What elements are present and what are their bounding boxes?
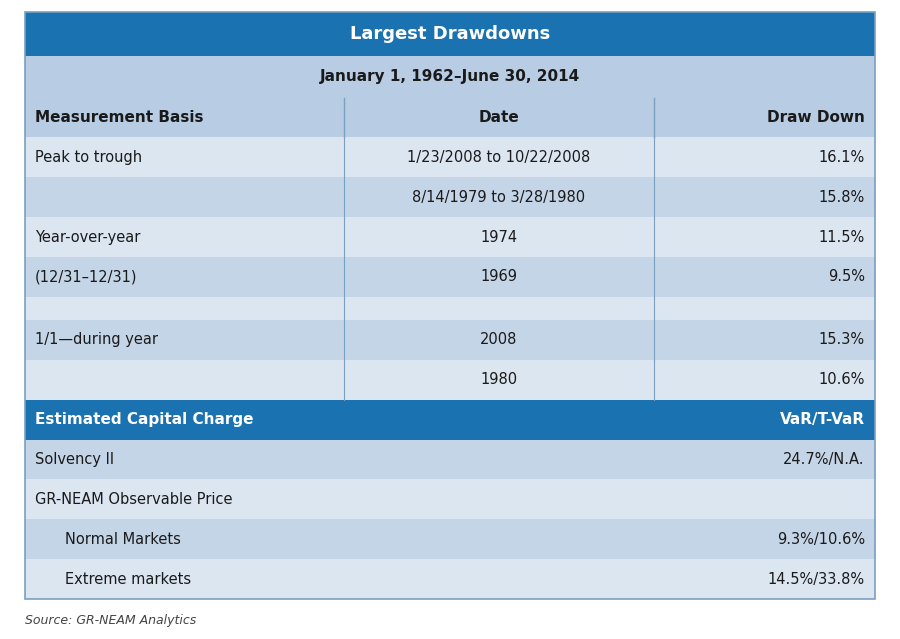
Text: Source: GR-NEAM Analytics: Source: GR-NEAM Analytics: [25, 613, 196, 626]
Bar: [25, 217, 344, 257]
Text: Measurement Basis: Measurement Basis: [35, 110, 203, 125]
Bar: [25, 559, 875, 599]
Text: (12/31–12/31): (12/31–12/31): [35, 270, 138, 284]
Bar: [654, 98, 875, 137]
Bar: [344, 360, 654, 399]
Bar: [25, 479, 875, 520]
Bar: [25, 399, 875, 440]
Text: 1969: 1969: [481, 270, 518, 284]
Text: GR-NEAM Observable Price: GR-NEAM Observable Price: [35, 492, 233, 507]
Text: 10.6%: 10.6%: [818, 373, 865, 387]
Text: 9.5%: 9.5%: [828, 270, 865, 284]
Text: Peak to trough: Peak to trough: [35, 150, 142, 165]
Text: 8/14/1979 to 3/28/1980: 8/14/1979 to 3/28/1980: [412, 190, 585, 204]
Bar: [25, 360, 344, 399]
Text: Draw Down: Draw Down: [767, 110, 865, 125]
Bar: [344, 98, 654, 137]
Text: 14.5%/33.8%: 14.5%/33.8%: [768, 571, 865, 587]
Bar: [654, 257, 875, 297]
Text: VaR/T-VaR: VaR/T-VaR: [779, 412, 865, 427]
Bar: [25, 137, 344, 177]
Text: 24.7%/N.A.: 24.7%/N.A.: [783, 452, 865, 467]
Text: Extreme markets: Extreme markets: [65, 571, 192, 587]
Text: Year-over-year: Year-over-year: [35, 229, 140, 245]
Bar: [344, 320, 654, 360]
Bar: [654, 137, 875, 177]
Bar: [25, 440, 875, 479]
Text: Solvency II: Solvency II: [35, 452, 114, 467]
Text: 11.5%: 11.5%: [819, 229, 865, 245]
Text: 15.8%: 15.8%: [819, 190, 865, 204]
Bar: [654, 177, 875, 217]
Text: Date: Date: [479, 110, 519, 125]
Bar: [25, 177, 344, 217]
Bar: [654, 360, 875, 399]
Bar: [25, 56, 875, 98]
Bar: [344, 137, 654, 177]
Bar: [344, 217, 654, 257]
Text: 2008: 2008: [481, 332, 518, 348]
Bar: [25, 257, 344, 297]
Text: 16.1%: 16.1%: [819, 150, 865, 165]
Bar: [344, 257, 654, 297]
Bar: [25, 98, 344, 137]
Text: Largest Drawdowns: Largest Drawdowns: [350, 24, 550, 43]
Text: 1974: 1974: [481, 229, 518, 245]
Bar: [25, 297, 875, 320]
Bar: [344, 177, 654, 217]
Text: 15.3%: 15.3%: [819, 332, 865, 348]
Text: Normal Markets: Normal Markets: [65, 532, 181, 547]
Bar: [25, 320, 344, 360]
Text: 9.3%/10.6%: 9.3%/10.6%: [777, 532, 865, 547]
Text: January 1, 1962–June 30, 2014: January 1, 1962–June 30, 2014: [320, 69, 580, 84]
Bar: [25, 520, 875, 559]
Text: 1980: 1980: [481, 373, 518, 387]
Text: 1/23/2008 to 10/22/2008: 1/23/2008 to 10/22/2008: [407, 150, 590, 165]
Text: 1/1—during year: 1/1—during year: [35, 332, 158, 348]
Bar: [654, 320, 875, 360]
Bar: [654, 217, 875, 257]
Text: Estimated Capital Charge: Estimated Capital Charge: [35, 412, 254, 427]
Bar: [25, 12, 875, 56]
